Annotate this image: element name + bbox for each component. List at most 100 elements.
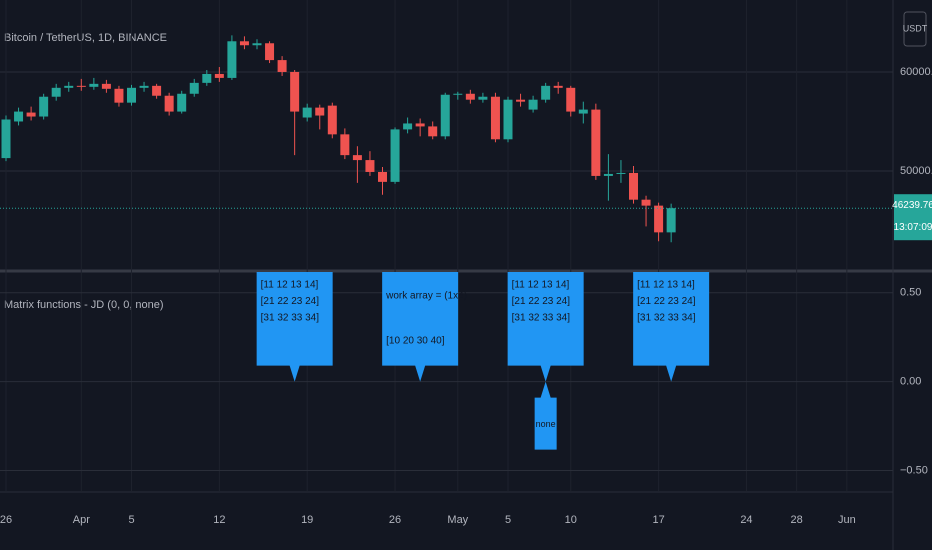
callout-text: [11 12 13 14] (512, 280, 570, 291)
candle-body (290, 71, 300, 112)
candle-body (139, 85, 149, 88)
y-tick-label: 60000.00 (900, 66, 932, 78)
candle-body (528, 99, 538, 110)
callout-text: [11 12 13 14] (637, 280, 695, 291)
last-price-label: 46239.76 (892, 200, 932, 211)
label-callout: [11 12 13 14] [21 22 23 24] [31 32 33 34] (507, 272, 584, 382)
candle-body (214, 73, 224, 78)
candle-body (603, 173, 613, 176)
candle-body (239, 41, 249, 46)
callout-shape (256, 272, 333, 382)
callout-text: [11 12 13 14] (261, 280, 319, 291)
candle-body (51, 87, 61, 97)
x-tick-label: 19 (301, 514, 313, 526)
callout-text: [31 32 33 34] (512, 313, 571, 324)
candle-body (39, 96, 49, 117)
candle-body (26, 112, 36, 117)
candle-body (1, 119, 11, 159)
candle-body (428, 126, 438, 137)
candle-body (403, 123, 413, 130)
candle-body (629, 172, 638, 200)
chart-title: Bitcoin / TetherUS, 1D, BINANCE (4, 32, 167, 44)
callout-shape (633, 272, 710, 382)
candle-body (553, 85, 563, 88)
candle-body (189, 82, 199, 94)
candle-body (252, 43, 262, 46)
candle-body (516, 99, 526, 102)
candle-body (14, 111, 24, 122)
candle-body (164, 95, 174, 112)
countdown-label: 13:07:09 (894, 222, 932, 233)
candle-body (503, 99, 513, 140)
candle-body (415, 123, 425, 127)
currency-button[interactable] (903, 11, 927, 47)
candle-body (114, 88, 124, 103)
candle-body (265, 43, 275, 61)
callout-text: [21 22 23 24] (637, 296, 696, 307)
last-price-box (894, 194, 932, 241)
candle-body (378, 171, 387, 182)
candle-body (616, 172, 626, 174)
candle-body (315, 107, 325, 116)
candle-body (227, 41, 237, 78)
candle-body (453, 93, 463, 95)
candle-body (641, 199, 651, 206)
label-callout: [11 12 13 14] [21 22 23 24] [31 32 33 34] (633, 272, 710, 382)
candle-body (365, 160, 375, 172)
candle-body (101, 83, 111, 89)
x-tick-label: May (447, 514, 468, 526)
candle-body (76, 85, 86, 87)
x-tick-label: 24 (740, 514, 752, 526)
callout-shape (382, 272, 459, 382)
callout-text: work array = (1x4) (385, 291, 467, 302)
candle-body (277, 60, 287, 72)
indicator-title: Matrix functions - JD (0, 0, none) (4, 299, 164, 311)
candle-body (465, 93, 475, 100)
candle-body (390, 129, 400, 182)
callout-text: [31 32 33 34] (261, 313, 320, 324)
callout-text: none (536, 419, 556, 429)
x-tick-label: 12 (213, 514, 225, 526)
callout-shape (534, 381, 557, 450)
y-tick-label: 0.50 (900, 287, 921, 299)
x-tick-label: 28 (791, 514, 803, 526)
candle-body (177, 93, 187, 112)
candle-body (340, 134, 350, 156)
candle-body (327, 105, 337, 135)
x-tick-label: Apr (73, 514, 90, 526)
candle-body (152, 85, 162, 96)
callout-text: [21 22 23 24] (512, 296, 571, 307)
candle-body (578, 109, 588, 114)
candle-body (490, 96, 500, 140)
candle-body (64, 85, 74, 88)
candle-body (302, 107, 312, 118)
candle-body (440, 94, 450, 137)
label-callout: none (534, 381, 557, 450)
candle-body (352, 155, 362, 161)
x-tick-label: 5 (128, 514, 134, 526)
callout-shape (507, 272, 584, 382)
y-tick-label: 0.00 (900, 376, 921, 388)
x-tick-label: Jun (838, 514, 856, 526)
callout-text: [31 32 33 34] (637, 313, 696, 324)
candle-body (478, 96, 488, 100)
candle-body (666, 208, 676, 233)
x-tick-label: 17 (652, 514, 664, 526)
candle-body (202, 73, 212, 83)
label-callout: work array = (1x4) [10 20 30 40] (382, 272, 467, 382)
callout-text: [21 22 23 24] (261, 296, 320, 307)
x-tick-label: 26 (0, 514, 12, 526)
candle-body (541, 85, 551, 100)
candle-body (89, 83, 99, 87)
x-tick-label: 5 (505, 514, 511, 526)
candle-body (654, 205, 664, 233)
y-tick-label: −0.50 (900, 464, 928, 476)
x-tick-label: 26 (389, 514, 401, 526)
currency-label[interactable]: USDT (903, 23, 928, 33)
candle-body (127, 87, 136, 103)
candle-body (591, 109, 601, 176)
callout-text: [10 20 30 40] (386, 336, 445, 347)
